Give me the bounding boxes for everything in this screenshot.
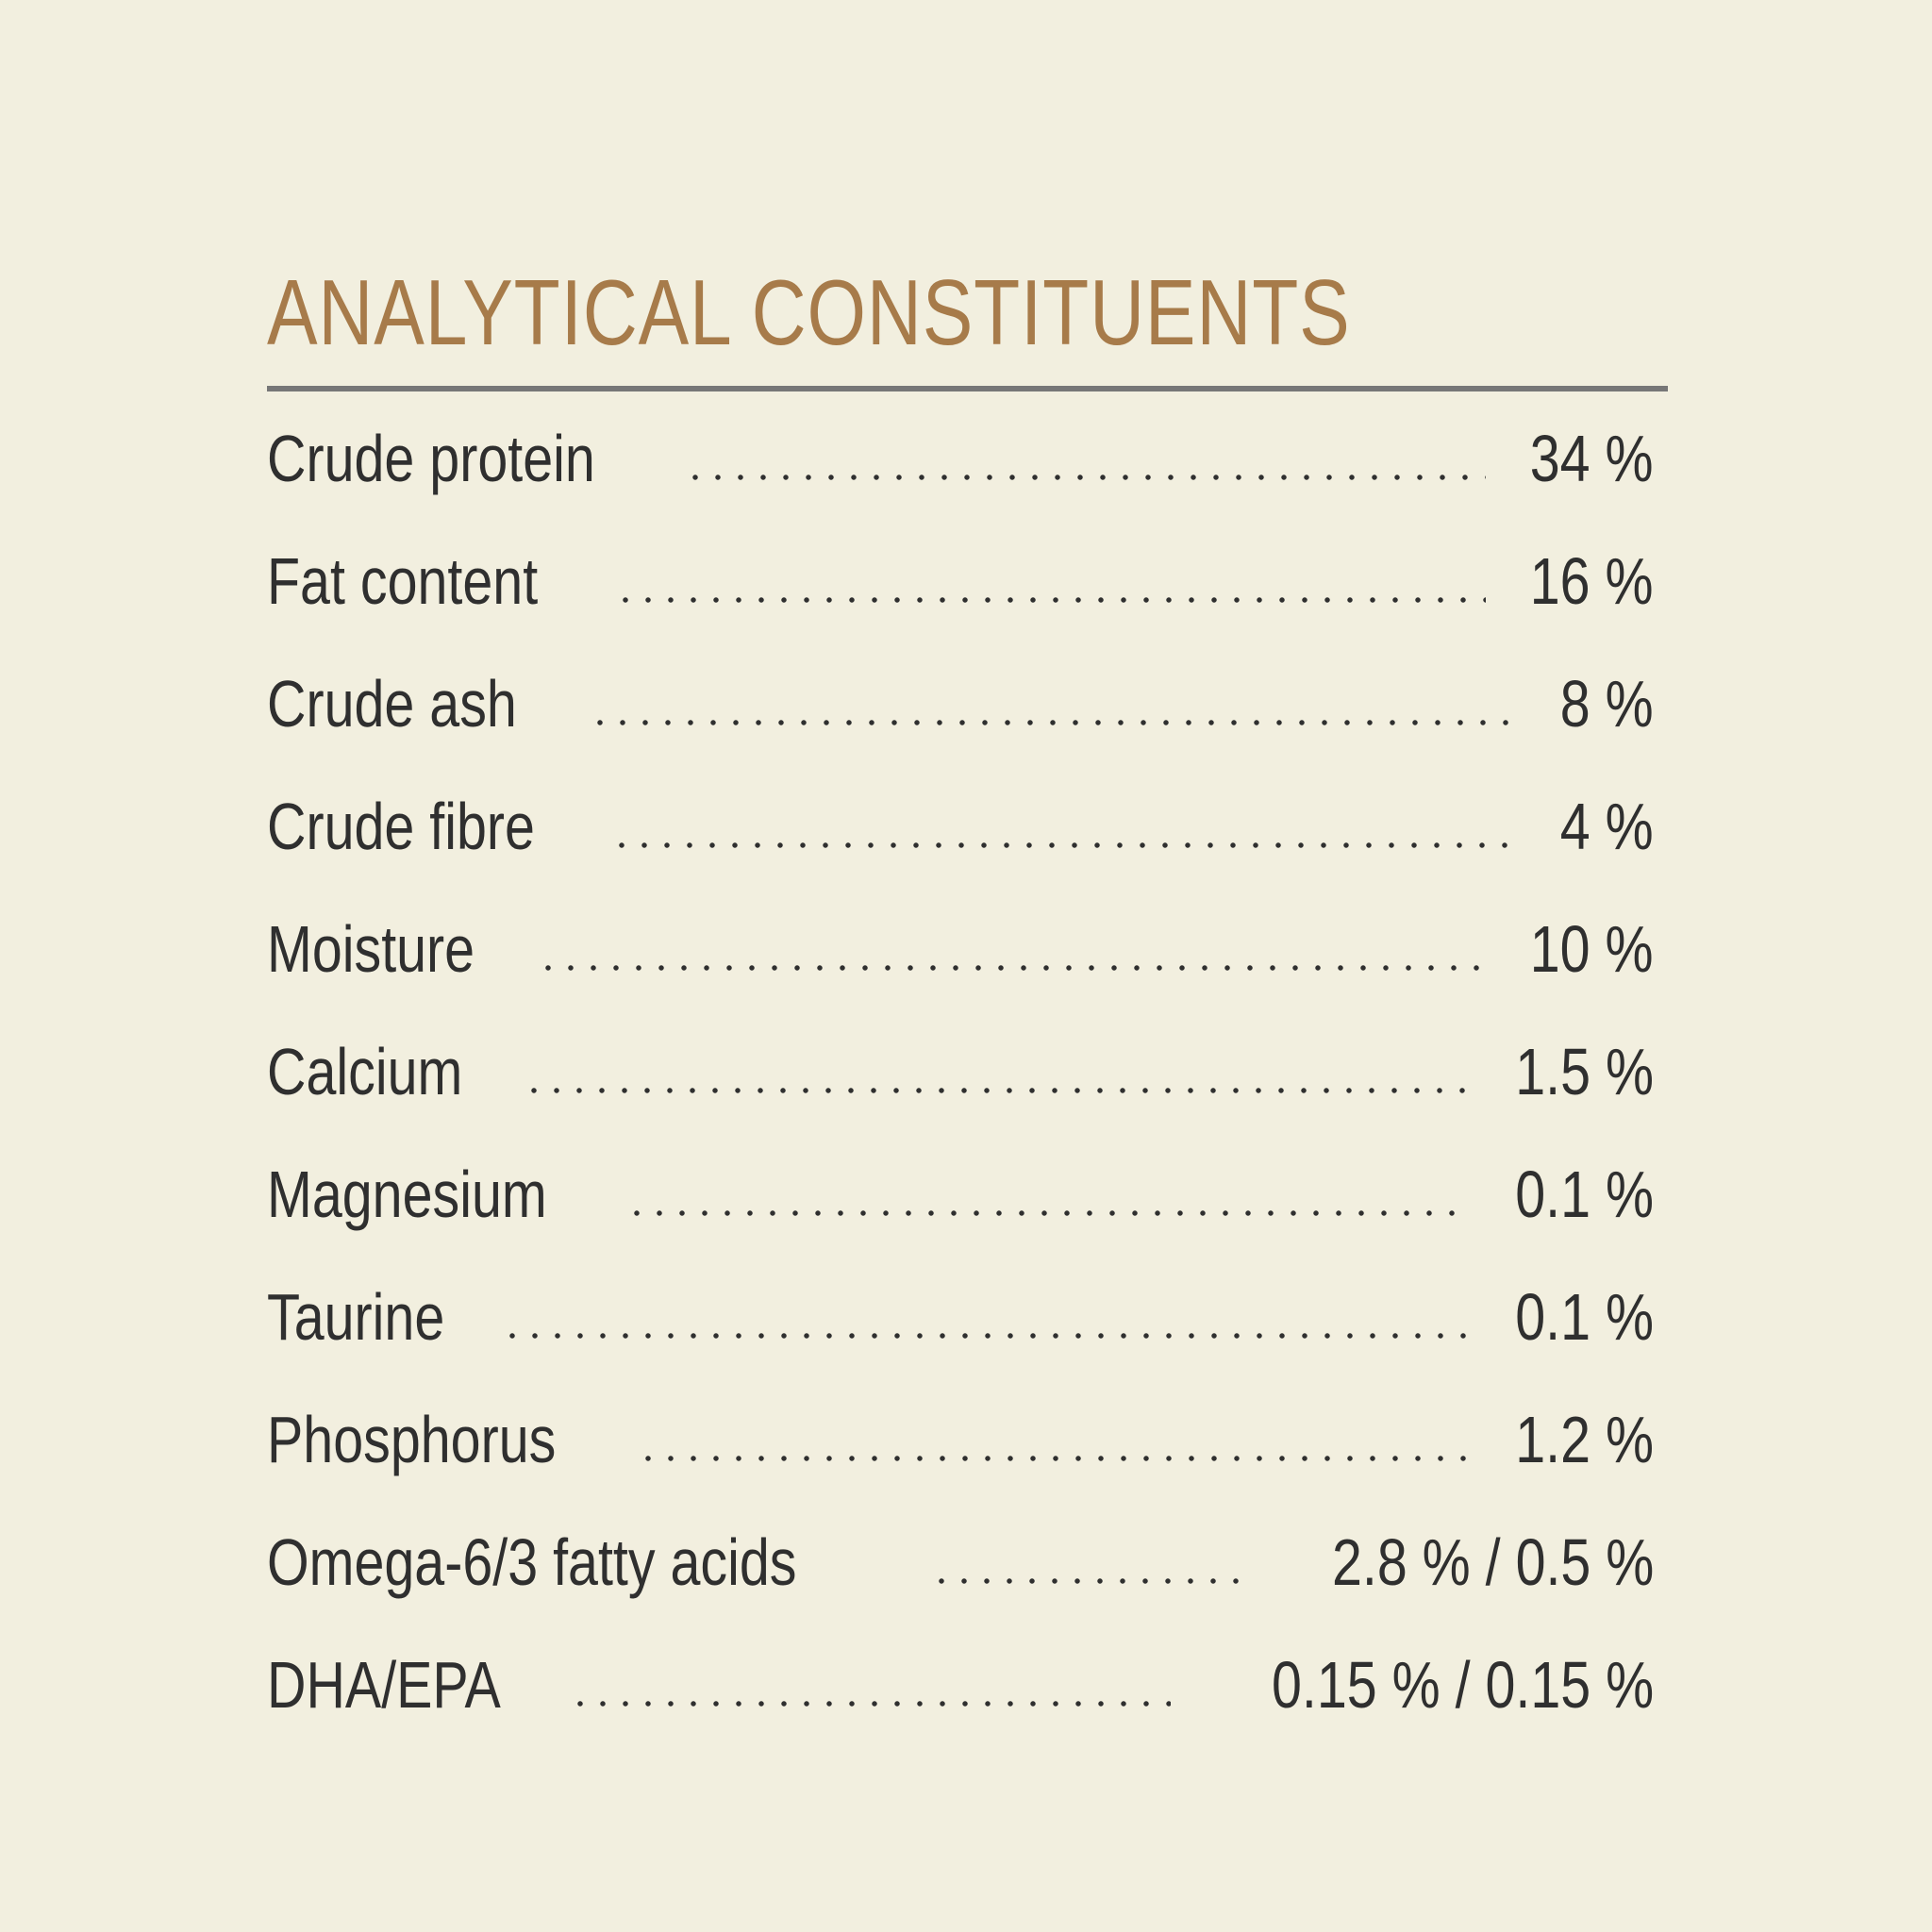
section-title: ANALYTICAL CONSTITUENTS: [267, 260, 1351, 364]
constituent-value: 0.1 %: [1515, 1280, 1654, 1354]
analytical-constituents-panel: ANALYTICAL CONSTITUENTS Crude protein 34…: [267, 236, 1668, 1746]
constituent-row-crude-protein: Crude protein 34 %: [267, 397, 1668, 520]
dotted-leader: [522, 1087, 1468, 1094]
constituent-value: 2.8 % / 0.5 %: [1331, 1525, 1654, 1599]
constituent-row-magnesium: Magnesium 0.1 %: [267, 1133, 1668, 1256]
constituent-row-phosphorus: Phosphorus 1.2 %: [267, 1378, 1668, 1501]
constituent-value: 10 %: [1530, 912, 1654, 986]
dotted-leader: [588, 719, 1524, 726]
dotted-leader: [614, 596, 1487, 604]
constituent-value: 1.2 %: [1515, 1403, 1654, 1476]
dotted-leader: [636, 1455, 1468, 1462]
dotted-leader: [625, 1209, 1468, 1217]
dotted-leader: [610, 841, 1524, 849]
constituent-value: 34 %: [1530, 422, 1654, 495]
dotted-leader: [929, 1577, 1244, 1585]
constituent-label: Crude protein: [267, 422, 595, 495]
dotted-leader: [684, 474, 1487, 481]
constituent-value: 0.1 %: [1515, 1158, 1654, 1231]
constituent-value: 0.15 % / 0.15 %: [1271, 1648, 1654, 1722]
constituent-label: Crude ash: [267, 667, 517, 741]
dotted-leader: [537, 964, 1487, 972]
constituent-value: 8 %: [1560, 667, 1654, 741]
constituent-row-crude-fibre: Crude fibre 4 %: [267, 765, 1668, 888]
constituent-label: Omega-6/3 fatty acids: [267, 1525, 797, 1599]
constituent-label: Phosphorus: [267, 1403, 557, 1476]
constituent-value: 4 %: [1560, 790, 1654, 863]
constituent-row-omega-fatty-acids: Omega-6/3 fatty acids 2.8 % / 0.5 %: [267, 1501, 1668, 1624]
constituent-label: Magnesium: [267, 1158, 547, 1231]
constituent-label: Moisture: [267, 912, 475, 986]
constituent-label: Calcium: [267, 1035, 463, 1108]
title-divider: [267, 386, 1668, 391]
constituent-value: 16 %: [1530, 544, 1654, 618]
constituent-row-moisture: Moisture 10 %: [267, 888, 1668, 1010]
constituent-label: Fat content: [267, 544, 539, 618]
constituent-row-taurine: Taurine 0.1 %: [267, 1256, 1668, 1378]
constituent-row-crude-ash: Crude ash 8 %: [267, 642, 1668, 765]
dotted-leader: [500, 1332, 1468, 1340]
constituent-label: Crude fibre: [267, 790, 535, 863]
constituent-value: 1.5 %: [1515, 1035, 1654, 1108]
constituent-label: DHA/EPA: [267, 1648, 501, 1722]
constituents-list: Crude protein 34 % Fat content 16 % Crud…: [267, 397, 1668, 1746]
constituent-row-calcium: Calcium 1.5 %: [267, 1010, 1668, 1133]
dotted-leader: [569, 1700, 1171, 1707]
constituent-row-fat-content: Fat content 16 %: [267, 520, 1668, 642]
constituent-label: Taurine: [267, 1280, 445, 1354]
constituent-row-dha-epa: DHA/EPA 0.15 % / 0.15 %: [267, 1624, 1668, 1746]
